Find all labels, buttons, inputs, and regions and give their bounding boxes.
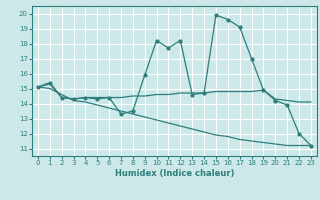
X-axis label: Humidex (Indice chaleur): Humidex (Indice chaleur) [115, 169, 234, 178]
